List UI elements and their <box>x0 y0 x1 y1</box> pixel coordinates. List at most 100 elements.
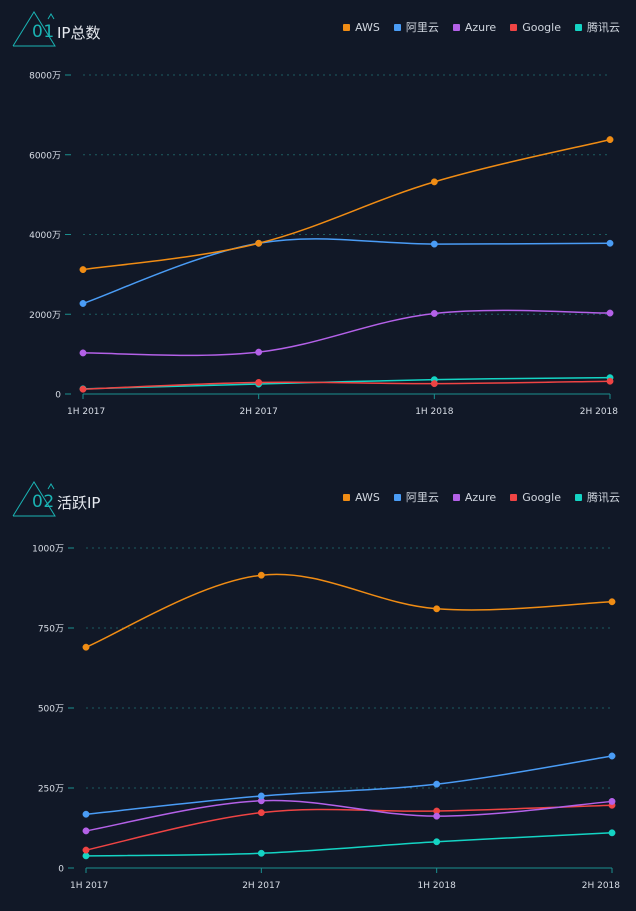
y-tick-label: 8000万 <box>29 72 61 82</box>
data-point <box>606 309 614 317</box>
data-point <box>606 239 614 247</box>
panel-title: IP总数 <box>57 24 101 42</box>
legend-swatch <box>575 493 582 501</box>
legend-swatch <box>510 23 518 31</box>
x-tick-label: 2H 2017 <box>242 881 280 891</box>
chart-legend[interactable]: AWS 阿里云 Azure Google 腾讯云 <box>343 489 620 505</box>
series-line <box>85 799 613 832</box>
legend-label: 阿里云 <box>405 21 439 34</box>
x-tick-label: 2H 2017 <box>240 407 278 417</box>
data-point <box>255 239 263 247</box>
section-badge: 01 <box>12 10 60 48</box>
y-tick-label: 1000万 <box>32 545 64 555</box>
legend-swatch <box>452 23 460 31</box>
ip-total-line-chart: 0 2000万 4000万 6000万 8000万 1H 2017 2H 2017 1H 20… <box>29 72 619 418</box>
legend-label: AWS <box>355 20 380 34</box>
legend-item-azure[interactable]: Azure <box>452 489 497 505</box>
data-point <box>433 838 441 846</box>
data-point <box>606 377 614 385</box>
legend-item-aws[interactable]: AWS <box>343 489 380 505</box>
legend-item-tencent[interactable]: 腾讯云 <box>575 19 620 35</box>
legend-swatch <box>452 493 460 501</box>
legend-swatch <box>393 23 401 31</box>
data-point <box>79 266 87 274</box>
data-point <box>79 300 87 307</box>
legend-label: Azure <box>464 490 497 504</box>
series-line <box>85 755 613 815</box>
series-line <box>82 238 611 305</box>
y-tick-label: 250万 <box>38 785 64 795</box>
panel-header: 01 IP总数 <box>12 10 632 50</box>
legend-swatch <box>343 23 351 31</box>
data-point <box>608 797 616 805</box>
legend-label: 腾讯云 <box>587 21 620 34</box>
legend-label: Google <box>522 490 561 504</box>
data-point <box>608 752 616 760</box>
legend-item-aliyun[interactable]: 阿里云 <box>393 489 439 505</box>
chart-legend[interactable]: AWS 阿里云 Azure Google 腾讯云 <box>343 19 620 35</box>
series-line <box>82 380 611 390</box>
data-point <box>608 829 616 837</box>
legend-item-google[interactable]: Google <box>510 489 561 505</box>
x-tick-label: 1H 2017 <box>67 407 105 417</box>
data-point <box>257 792 265 800</box>
section-number: 01 <box>32 22 55 42</box>
x-tick-label: 1H 2018 <box>415 407 454 417</box>
triangle-badge-icon <box>12 11 56 47</box>
triangle-badge-icon <box>12 481 56 517</box>
legend-item-tencent[interactable]: 腾讯云 <box>575 489 620 505</box>
series-line <box>85 573 613 648</box>
data-point <box>257 849 265 857</box>
section-badge: 02 <box>12 480 60 518</box>
data-point <box>608 598 616 606</box>
legend-label: Azure <box>464 20 497 34</box>
legend-item-aliyun[interactable]: 阿里云 <box>393 19 439 35</box>
data-point <box>433 605 441 613</box>
y-tick-label: 500万 <box>38 705 64 715</box>
data-point <box>79 349 87 357</box>
y-tick-label: 2000万 <box>29 311 61 321</box>
data-point <box>430 178 438 186</box>
section-number: 02 <box>32 492 55 512</box>
legend-swatch <box>343 493 351 501</box>
series-line <box>82 309 611 357</box>
panel-title: 活跃IP <box>57 494 101 512</box>
data-point <box>82 643 90 651</box>
data-point <box>430 240 438 248</box>
data-point <box>430 310 438 317</box>
data-point <box>82 846 90 854</box>
x-tick-label: 1H 2018 <box>418 881 457 891</box>
data-point <box>257 571 265 579</box>
data-point <box>433 812 441 820</box>
legend-label: AWS <box>355 490 380 504</box>
data-point <box>430 380 438 388</box>
series-line <box>82 376 611 390</box>
x-tick-label: 2H 2018 <box>580 407 619 417</box>
legend-item-azure[interactable]: Azure <box>452 19 497 35</box>
legend-item-aws[interactable]: AWS <box>343 19 380 35</box>
ip-total-panel: 01 IP总数 AWS 阿里云 Azure Google 腾讯云 0 2000万 4… <box>0 0 636 440</box>
data-point <box>255 378 263 386</box>
legend-label: 腾讯云 <box>587 491 620 504</box>
y-tick-label: 4000万 <box>29 231 61 241</box>
active-ip-panel: 02 活跃IP AWS 阿里云 Azure Google 腾讯云 0 250万 50… <box>0 470 636 911</box>
panel-header: 02 活跃IP <box>12 480 632 520</box>
data-point <box>79 385 87 393</box>
y-tick-label: 0 <box>58 865 64 875</box>
legend-label: Google <box>522 20 561 34</box>
x-tick-label: 1H 2017 <box>70 881 108 891</box>
data-point <box>257 809 265 817</box>
series-line <box>85 804 613 851</box>
y-tick-label: 0 <box>55 391 61 401</box>
data-point <box>82 810 90 818</box>
y-tick-label: 6000万 <box>29 151 61 161</box>
legend-item-google[interactable]: Google <box>510 19 561 35</box>
legend-swatch <box>575 23 582 31</box>
y-tick-label: 750万 <box>38 625 64 635</box>
series-line <box>85 832 613 857</box>
legend-swatch <box>510 493 518 501</box>
x-tick-label: 2H 2018 <box>582 881 621 891</box>
active-ip-line-chart: 0 250万 500万 750万 1000万 1H 2017 2H 2017 1H 2018 2… <box>32 545 621 892</box>
data-point <box>255 348 263 356</box>
legend-label: 阿里云 <box>405 491 439 504</box>
